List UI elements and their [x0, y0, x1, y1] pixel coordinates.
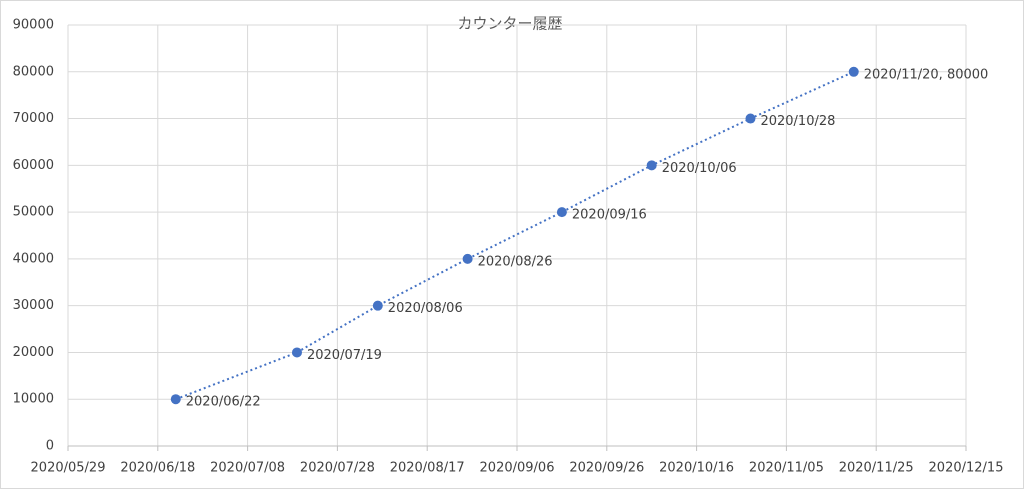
- data-point: [848, 66, 859, 77]
- data-point: [556, 207, 567, 218]
- x-tick-label: 2020/07/08: [210, 461, 285, 476]
- x-tick-label: 2020/11/25: [839, 461, 914, 476]
- x-tick-label: 2020/12/15: [929, 461, 1004, 476]
- data-point: [745, 113, 756, 124]
- x-tick-label: 2020/05/29: [31, 461, 106, 476]
- data-label: 2020/07/19: [307, 348, 382, 363]
- x-tick-label: 2020/08/17: [390, 461, 465, 476]
- data-point: [170, 394, 181, 405]
- chart-title: カウンター履歴: [457, 15, 562, 33]
- data-point: [462, 253, 473, 264]
- y-tick-label: 40000: [13, 251, 54, 266]
- y-tick-label: 20000: [13, 345, 54, 360]
- trend-line: [175, 70, 855, 401]
- y-tick-label: 60000: [13, 158, 54, 173]
- y-tick-label: 50000: [13, 205, 54, 220]
- y-tick-label: 80000: [13, 64, 54, 79]
- x-tick-label: 2020/06/18: [120, 461, 195, 476]
- y-tick-label: 10000: [13, 392, 54, 407]
- x-tick-label: 2020/09/06: [480, 461, 555, 476]
- data-point: [646, 160, 657, 171]
- x-tick-label: 2020/09/26: [569, 461, 644, 476]
- x-tick-label: 2020/07/28: [300, 461, 375, 476]
- data-point: [372, 300, 383, 311]
- data-label: 2020/09/16: [572, 208, 647, 223]
- data-label: 2020/10/28: [760, 114, 835, 129]
- y-tick-label: 70000: [13, 111, 54, 126]
- y-tick-label: 30000: [13, 298, 54, 313]
- data-label: 2020/08/26: [478, 254, 553, 269]
- x-tick-label: 2020/10/16: [659, 461, 734, 476]
- y-tick-label: 90000: [13, 18, 54, 33]
- data-label: 2020/08/06: [388, 301, 463, 316]
- x-tick-label: 2020/11/05: [749, 461, 824, 476]
- data-label: 2020/06/22: [186, 395, 261, 410]
- data-label: 2020/11/20, 80000: [864, 67, 989, 82]
- y-tick-label: 0: [46, 439, 54, 454]
- data-label: 2020/10/06: [662, 161, 737, 176]
- data-point: [291, 347, 302, 358]
